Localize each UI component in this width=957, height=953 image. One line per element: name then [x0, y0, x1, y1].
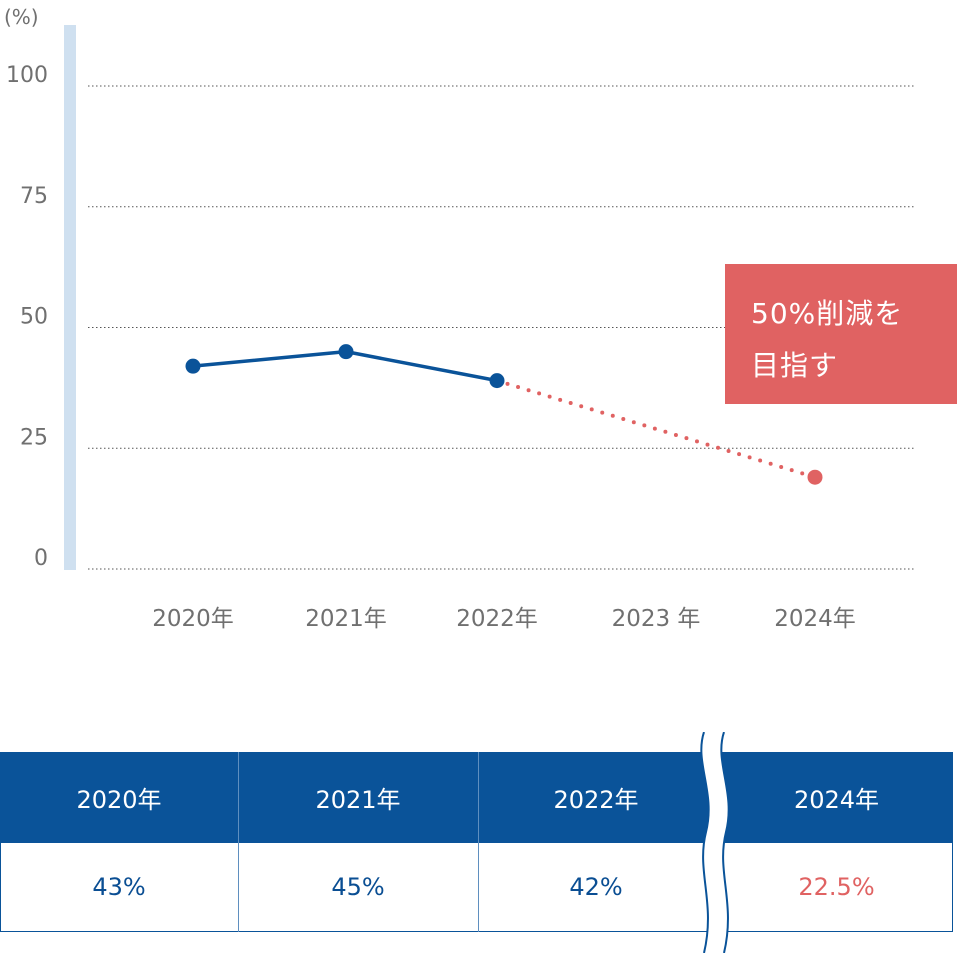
y-tick-100: 100 [6, 63, 48, 88]
table-header-2022: 2022年 [478, 752, 714, 843]
series-line-1 [495, 378, 817, 480]
table-header-2024: 2024年 [720, 752, 953, 843]
table-value-2020: 43% [0, 843, 238, 932]
y-tick-75: 75 [20, 184, 48, 209]
callout-line-2: 目指す [751, 349, 839, 382]
line-chart: (%) 0 25 50 75 100 2020年 2021年 2022年 2023 年 2024… [4, 5, 916, 632]
table-divider-1 [238, 752, 239, 932]
target-callout: 50%削減を 目指す [725, 264, 957, 404]
data-point-2 [489, 373, 505, 389]
callout-line-1: 50%削減を [751, 297, 904, 330]
table-left-border [0, 843, 1, 932]
table-header-2020: 2020年 [0, 752, 238, 843]
x-tick-0: 2020年 [152, 606, 234, 632]
y-unit-label: (%) [4, 5, 39, 29]
table-header-2021: 2021年 [238, 752, 478, 843]
data-point-0 [185, 358, 201, 374]
data-point-1 [338, 344, 354, 360]
summary-table: 2020年 2021年 2022年 2024年 43% 45% 42% 22.5… [0, 752, 953, 932]
x-tick-2: 2022年 [456, 606, 538, 632]
table-value-2024: 22.5% [720, 843, 953, 932]
table-break-mark [700, 732, 730, 953]
x-tick-1: 2021年 [305, 606, 387, 632]
y-tick-50: 50 [20, 305, 48, 330]
table-value-2021: 45% [238, 843, 478, 932]
x-tick-3: 2023 年 [612, 606, 701, 632]
table-right-border [952, 843, 953, 932]
target-point-4 [807, 469, 823, 485]
y-tick-0: 0 [34, 546, 48, 571]
table-divider-2 [478, 752, 479, 932]
table-value-2022: 42% [478, 843, 714, 932]
y-axis-bar [64, 25, 76, 570]
y-tick-25: 25 [20, 425, 48, 450]
x-tick-4: 2024年 [774, 606, 856, 632]
